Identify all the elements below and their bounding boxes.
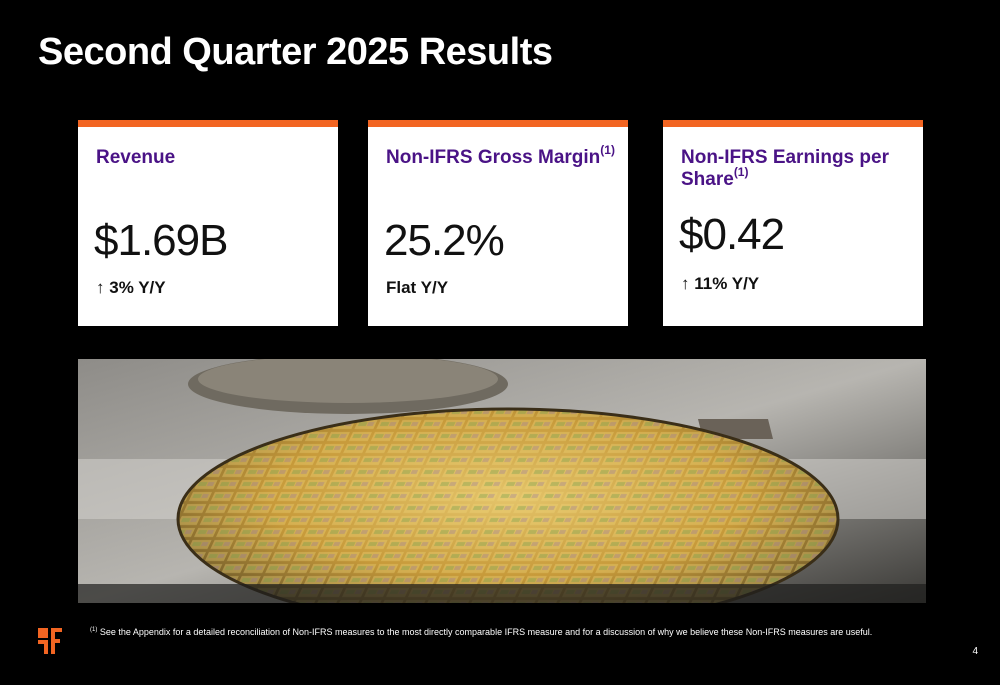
page-number: 4 (972, 646, 978, 657)
semiconductor-wafer-photo-icon (78, 359, 926, 603)
card-value: $1.69B (94, 216, 228, 265)
revenue-card: Revenue $1.69B ↑ 3% Y/Y (78, 120, 338, 326)
up-arrow-icon: ↑ (681, 274, 690, 293)
page-title: Second Quarter 2025 Results (38, 31, 553, 73)
company-logo-icon (38, 628, 62, 654)
up-arrow-icon: ↑ (96, 278, 105, 297)
card-value: $0.42 (679, 210, 785, 259)
eps-card: Non-IFRS Earnings per Share(1) $0.42 ↑ 1… (663, 120, 923, 326)
card-label: Revenue (96, 147, 176, 168)
footnote-marker: (1) (90, 627, 98, 633)
gross-margin-card: Non-IFRS Gross Margin(1) 25.2% Flat Y/Y (368, 120, 628, 326)
footnote-ref: (1) (733, 164, 749, 179)
card-change: Flat Y/Y (386, 278, 449, 297)
card-change: ↑ 3% Y/Y (96, 278, 166, 297)
footnote: (1) See the Appendix for a detailed reco… (90, 627, 873, 637)
card-label: Non-IFRS Earnings per Share(1) (681, 147, 889, 190)
wafer-photo (78, 359, 926, 603)
card-change: ↑ 11% Y/Y (681, 274, 760, 293)
card-value: 25.2% (384, 216, 505, 265)
footnote-ref: (1) (600, 142, 615, 157)
card-label: Non-IFRS Gross Margin(1) (386, 142, 615, 168)
